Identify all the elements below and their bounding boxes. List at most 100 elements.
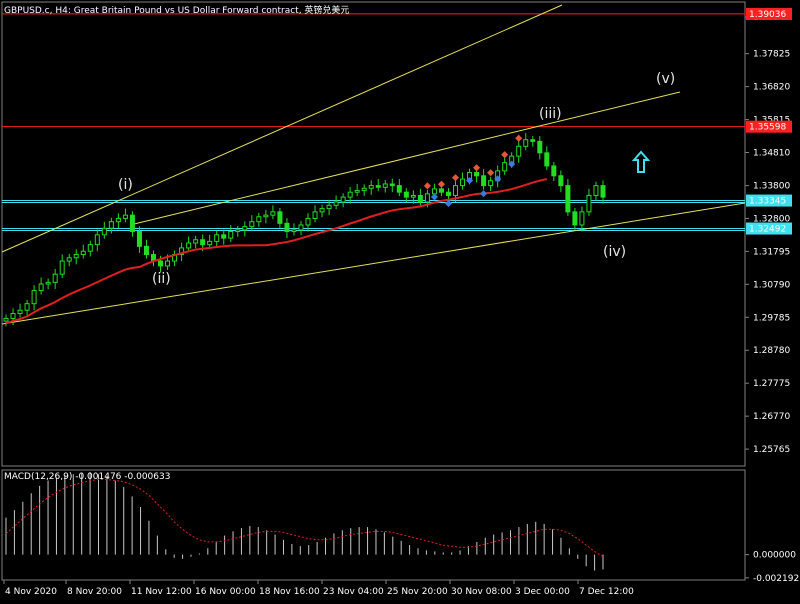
signal-marker xyxy=(501,151,509,159)
candle-body xyxy=(129,214,135,233)
wave-label: (ii) xyxy=(152,271,171,287)
y-tick-label: 1.33800 xyxy=(753,182,790,192)
candle-body xyxy=(431,188,437,195)
price-tag xyxy=(746,120,792,133)
y-tick-label: 1.30790 xyxy=(753,280,790,290)
candle-body xyxy=(122,214,128,219)
y-tick-label: 1.32800 xyxy=(753,214,790,224)
x-tick-label: 7 Dec 12:00 xyxy=(579,587,634,597)
x-tick-label: 30 Nov 08:00 xyxy=(451,587,512,597)
candle-body xyxy=(165,260,171,267)
x-tick-label: 11 Nov 12:00 xyxy=(131,587,192,597)
y-tick-label: 1.35815 xyxy=(753,116,790,126)
candle-body xyxy=(523,139,529,147)
candle-body xyxy=(10,313,16,319)
candle-body xyxy=(424,193,430,203)
candle-body xyxy=(136,231,142,247)
candle-body xyxy=(502,162,508,172)
price-tag-label: 1.35598 xyxy=(749,123,786,133)
wave-label: (i) xyxy=(118,177,133,193)
candle-body xyxy=(453,185,459,196)
candle-body xyxy=(312,211,318,219)
y-tick-label: 1.29785 xyxy=(753,313,790,323)
candle-body xyxy=(94,234,100,246)
price-tag-label: 1.32492 xyxy=(749,225,786,235)
candle-body xyxy=(551,165,557,177)
candle-body xyxy=(326,204,332,210)
candle-body xyxy=(579,211,585,226)
candle-body xyxy=(108,221,114,229)
candle-body xyxy=(572,211,578,226)
candle-body xyxy=(80,250,86,255)
candle-body xyxy=(207,240,213,246)
signal-marker xyxy=(451,174,460,182)
channel-line xyxy=(1,202,746,325)
candle-body xyxy=(565,185,571,213)
macd-signal-line xyxy=(5,479,604,558)
x-tick-label: 23 Nov 04:00 xyxy=(323,587,384,597)
candle-body xyxy=(445,191,451,196)
candle-body xyxy=(31,290,37,305)
candle-body xyxy=(593,185,599,196)
candle-body xyxy=(87,244,93,252)
wave-label: (iv) xyxy=(603,244,626,260)
y-tick-label: 1.36820 xyxy=(753,83,790,93)
candle-body xyxy=(235,229,241,233)
candle-body xyxy=(263,214,269,218)
candle-body xyxy=(284,222,290,233)
signal-marker xyxy=(466,176,474,185)
x-tick-label: 4 Nov 2020 xyxy=(5,587,57,597)
candle-body xyxy=(368,185,374,189)
candle-body xyxy=(221,234,227,239)
y-tick-label: 1.25765 xyxy=(753,445,790,455)
channel-line xyxy=(129,91,681,226)
macd-y-tick-label: -0.002192 xyxy=(753,574,799,584)
x-tick-label: 16 Nov 00:00 xyxy=(195,587,256,597)
candle-body xyxy=(3,317,9,322)
candle-body xyxy=(298,224,304,231)
candle-body xyxy=(179,247,185,255)
candle-body xyxy=(558,175,564,187)
macd-y-tick-label: 0.000000 xyxy=(753,551,796,561)
candle-body xyxy=(59,260,65,275)
candle-body xyxy=(193,239,199,244)
y-tick-label: 1.34810 xyxy=(753,149,790,159)
candle-body xyxy=(417,194,423,203)
up-arrow-icon xyxy=(631,150,651,173)
signal-marker xyxy=(444,199,453,208)
candle-body xyxy=(340,196,346,203)
y-tick-label: 1.37825 xyxy=(753,50,790,60)
y-tick-label: 1.31795 xyxy=(753,247,790,257)
candle-body xyxy=(544,152,550,167)
candle-body xyxy=(73,253,79,259)
candle-body xyxy=(361,187,367,192)
candle-body xyxy=(242,226,248,231)
wave-label: (v) xyxy=(656,71,675,87)
candle-body xyxy=(66,257,72,262)
candle-body xyxy=(396,185,402,193)
candle-body xyxy=(481,175,487,187)
x-tick-label: 8 Nov 20:00 xyxy=(67,587,122,597)
signal-marker xyxy=(423,182,431,190)
signal-marker xyxy=(430,193,438,201)
signal-marker xyxy=(480,190,488,198)
candle-body xyxy=(158,260,164,267)
candle-body xyxy=(375,185,381,188)
candle-body xyxy=(403,191,409,198)
signal-marker xyxy=(473,164,481,172)
candle-body xyxy=(389,183,395,187)
candle-body xyxy=(115,217,121,223)
candle-body xyxy=(200,239,206,246)
candle-body xyxy=(460,178,466,187)
candle-body xyxy=(333,201,339,206)
candle-body xyxy=(45,281,51,285)
candle-body xyxy=(530,139,536,142)
price-tag-label: 1.39036 xyxy=(749,10,786,20)
candle-body xyxy=(291,229,297,233)
candle-body xyxy=(214,234,220,242)
price-tag-label: 1.33345 xyxy=(749,197,786,207)
candle-body xyxy=(410,194,416,198)
channel-line xyxy=(1,4,563,253)
